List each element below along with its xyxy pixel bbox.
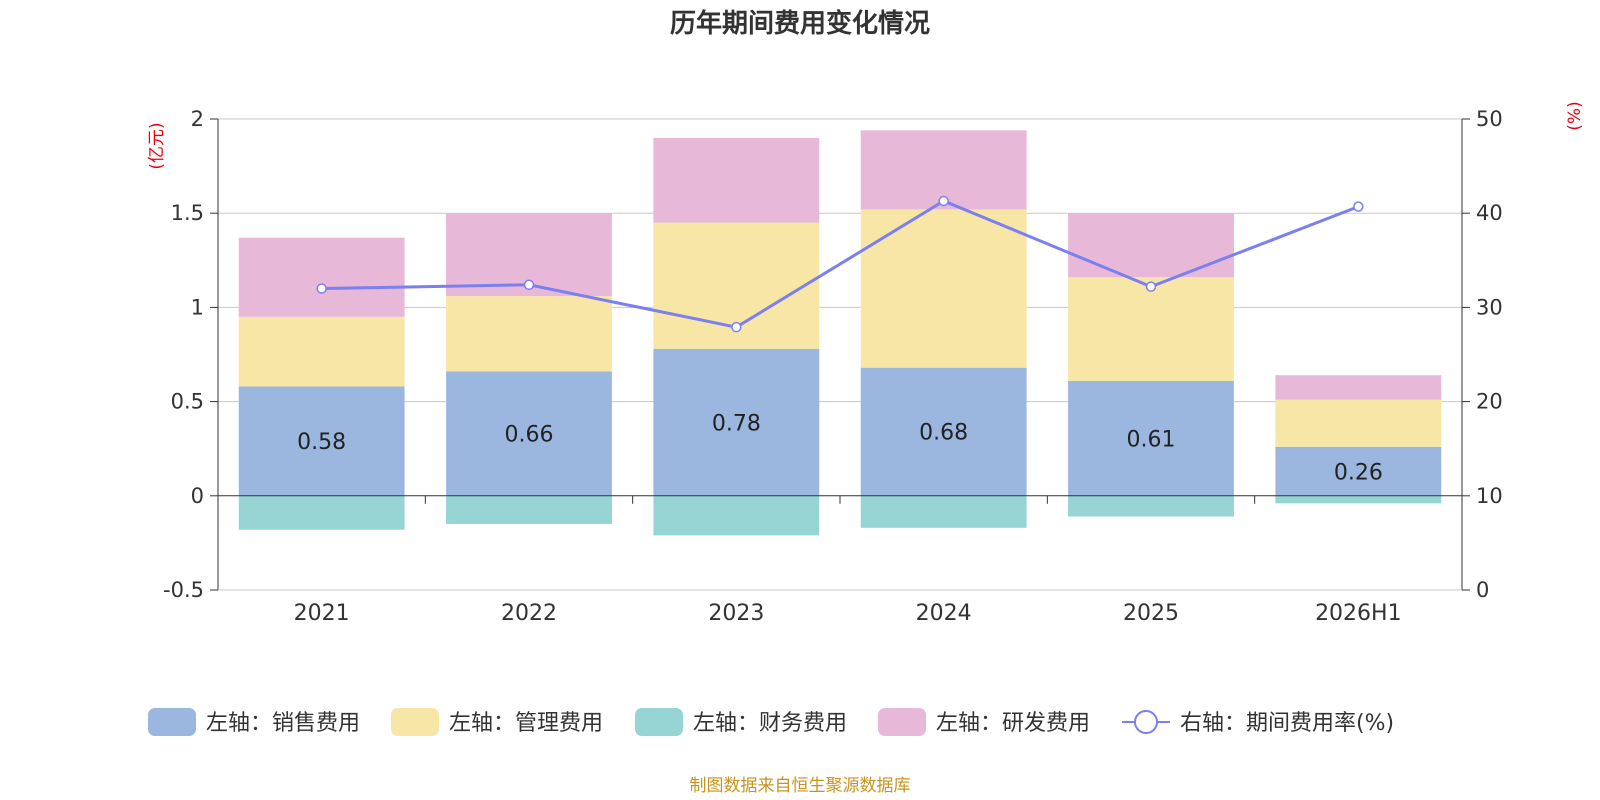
bar-segment — [653, 137, 820, 223]
data-label: 0.61 — [1127, 427, 1176, 452]
legend-label: 左轴：管理费用 — [449, 711, 603, 736]
legend-marker — [1134, 710, 1158, 734]
axes: 2 1.5 1 0.5 0 -0.5 50 40 30 20 10 0 2021 2022 2023 2024… — [163, 107, 1503, 626]
x-axis-label: 2025 — [1123, 601, 1179, 626]
rate-point — [1353, 201, 1364, 212]
data-label: 0.66 — [505, 423, 554, 448]
legend-label: 左轴：财务费用 — [693, 711, 847, 736]
bar-segment — [238, 316, 405, 387]
rate-line — [321, 199, 1359, 329]
bar-segment — [1068, 380, 1234, 496]
x-axis-label: 2021 — [294, 601, 350, 626]
bar-segment — [653, 495, 820, 536]
left-axis-tick-label: 1.5 — [171, 201, 204, 225]
legend-label: 左轴：销售费用 — [206, 711, 360, 736]
legend-swatch — [391, 708, 439, 736]
legend-label: 右轴：期间费用率(%) — [1180, 711, 1394, 736]
bar-segment — [1275, 399, 1442, 447]
right-axis-tick-label: 30 — [1476, 295, 1503, 319]
bar-segment — [1275, 446, 1442, 496]
left-axis-tick-label: -0.5 — [163, 578, 204, 602]
rate-point — [316, 283, 327, 294]
rate-point — [1145, 281, 1157, 292]
bar-segment — [860, 495, 1027, 528]
right-axis-tick-label: 0 — [1476, 578, 1489, 602]
legend-swatch — [635, 708, 683, 736]
right-axis-tick-label: 40 — [1476, 201, 1503, 225]
x-axis-label: 2026H1 — [1315, 601, 1402, 626]
bar-segment — [1275, 495, 1442, 504]
bar-segment — [1068, 213, 1234, 278]
x-axis-label: 2024 — [916, 601, 972, 626]
rate-point — [938, 195, 949, 207]
bar-group — [238, 130, 1442, 536]
bar-segment — [1068, 277, 1234, 381]
chart-title: 历年期间费用变化情况 — [670, 8, 930, 39]
x-axis-label: 2023 — [708, 601, 764, 626]
data-labels: 0.58 0.66 0.78 0.68 0.61 0.26 — [297, 411, 1383, 485]
data-label: 0.68 — [919, 421, 968, 446]
bar-segment — [860, 367, 1027, 496]
left-axis-tick-label: 0.5 — [171, 390, 204, 414]
bar-segment — [446, 371, 612, 496]
legend-label: 左轴：研发费用 — [936, 711, 1090, 736]
left-axis-unit: (亿元) — [147, 122, 167, 169]
bar-segment — [238, 495, 405, 530]
x-axis-label: 2022 — [501, 601, 557, 626]
source-note: 制图数据来自恒生聚源数据库 — [690, 776, 911, 796]
left-axis-tick-label: 0 — [191, 484, 204, 508]
data-label: 0.58 — [297, 430, 346, 455]
bar-segment — [653, 348, 820, 496]
right-axis-tick-label: 10 — [1476, 484, 1503, 508]
right-axis-tick-label: 20 — [1476, 390, 1503, 414]
rate-line-group — [316, 195, 1364, 333]
rate-point — [523, 279, 535, 291]
data-label: 0.78 — [712, 411, 761, 436]
bar-segment — [238, 386, 405, 496]
right-axis-tick-label: 50 — [1476, 107, 1503, 131]
data-label: 0.26 — [1334, 460, 1383, 485]
bar-segment — [446, 296, 612, 372]
bar-segment — [1275, 375, 1442, 400]
bar-segment — [860, 209, 1027, 368]
legend: 左轴：销售费用 左轴：管理费用 左轴：财务费用 左轴：研发费用 右轴：期间费用率(%) — [148, 708, 1394, 736]
left-axis-tick-label: 1 — [191, 295, 204, 319]
legend-swatch — [148, 708, 196, 736]
bar-segment — [446, 495, 612, 525]
rate-point — [731, 321, 742, 333]
bar-segment — [1068, 495, 1234, 517]
bar-segment — [238, 237, 405, 317]
right-axis-unit: (%) — [1565, 101, 1585, 130]
left-axis-tick-label: 2 — [191, 107, 204, 131]
legend-swatch — [878, 708, 926, 736]
